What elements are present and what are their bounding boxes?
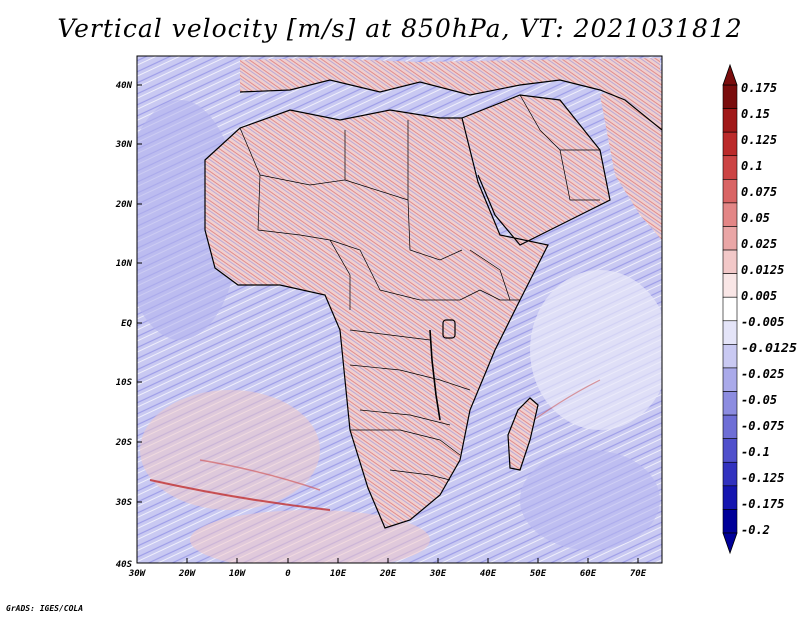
colorbar-swatch (722, 461, 738, 487)
lat-label: 20N (115, 200, 133, 210)
lon-label: 10W (229, 569, 247, 579)
colorbar-top-arrow (722, 63, 738, 86)
lat-label: 40N (116, 81, 133, 91)
colorbar-swatch (722, 249, 738, 274)
colorbar-label: 0.025 (741, 237, 777, 251)
colorbar-swatch (722, 202, 738, 227)
colorbar-label: -0.005 (741, 315, 784, 329)
colorbar-label: 0.1 (741, 159, 763, 173)
colorbar-swatch (722, 367, 738, 392)
lat-label: EQ (121, 319, 132, 329)
grads-credit: GrADS: IGES/COLA (6, 604, 84, 613)
lat-label: 40S (116, 560, 133, 570)
lat-label: 10N (116, 259, 133, 269)
lon-label: 70E (630, 569, 647, 579)
colorbar-swatch (722, 108, 738, 133)
lat-axis: 40N 30N 20N 10N EQ 10S 20S 30S 40S (115, 81, 142, 570)
colorbar-label: 0.075 (741, 185, 777, 199)
colorbar-label: -0.2 (741, 523, 770, 537)
colorbar-swatch (722, 438, 738, 463)
colorbar-label: -0.0125 (741, 341, 797, 355)
colorbar-swatch (722, 414, 738, 439)
colorbar-label: 0.0125 (741, 263, 784, 277)
colorbar-swatch (722, 179, 738, 204)
colorbar-swatch (722, 296, 738, 322)
colorbar-bottom-arrow (722, 532, 738, 555)
lat-label: 10S (116, 378, 133, 388)
coastlines (204, 79, 662, 529)
colorbar-label: 0.005 (741, 289, 777, 303)
colorbar-swatch (722, 131, 738, 157)
colorbar-label: 0.15 (741, 107, 770, 121)
colorbar-label: 0.05 (741, 211, 770, 225)
colorbar-swatch (722, 344, 738, 369)
colorbar-swatch (722, 226, 738, 251)
colorbar-label: -0.1 (741, 445, 770, 459)
colorbar-label: 0.175 (741, 81, 777, 95)
colorbar-swatch (722, 485, 738, 510)
plot-frame (136, 55, 663, 564)
lon-label: 0 (285, 569, 291, 579)
colorbar-swatch (722, 155, 738, 180)
lat-label: 30S (115, 498, 133, 508)
lon-label: 40E (480, 569, 497, 579)
lon-label: 30E (429, 569, 447, 579)
colorbar-swatch (722, 391, 738, 416)
lon-label: 20W (178, 569, 197, 579)
lon-label: 60E (580, 569, 597, 579)
map-title: Vertical velocity [m/s] at 850hPa, VT: 2… (57, 14, 743, 43)
colorbar-label: -0.175 (741, 497, 784, 511)
colorbar-swatches (722, 84, 738, 534)
land-areas (205, 58, 662, 528)
colorbar-swatch (722, 84, 738, 109)
lon-label: 50E (530, 569, 547, 579)
lon-label: 30W (128, 569, 147, 579)
colorbar: 0.175 0.15 0.125 0.1 0.075 0.05 0.025 0.… (722, 63, 797, 555)
colorbar-swatch (722, 509, 738, 534)
colorbar-swatch (722, 273, 738, 298)
lat-label: 20S (115, 438, 133, 448)
lat-label: 30N (115, 140, 133, 150)
lon-label: 20E (379, 569, 397, 579)
colorbar-swatch (722, 320, 738, 345)
colorbar-label: -0.05 (741, 393, 777, 407)
colorbar-label: 0.125 (741, 133, 777, 147)
lon-axis: 30W 20W 10W 0 10E 20E 30E 40E 50E 60E 70… (128, 558, 647, 579)
colorbar-label: -0.125 (741, 471, 784, 485)
colorbar-label: -0.075 (741, 419, 784, 433)
colorbar-label: -0.025 (741, 367, 784, 381)
lon-label: 10E (330, 569, 347, 579)
country-borders (239, 94, 600, 481)
